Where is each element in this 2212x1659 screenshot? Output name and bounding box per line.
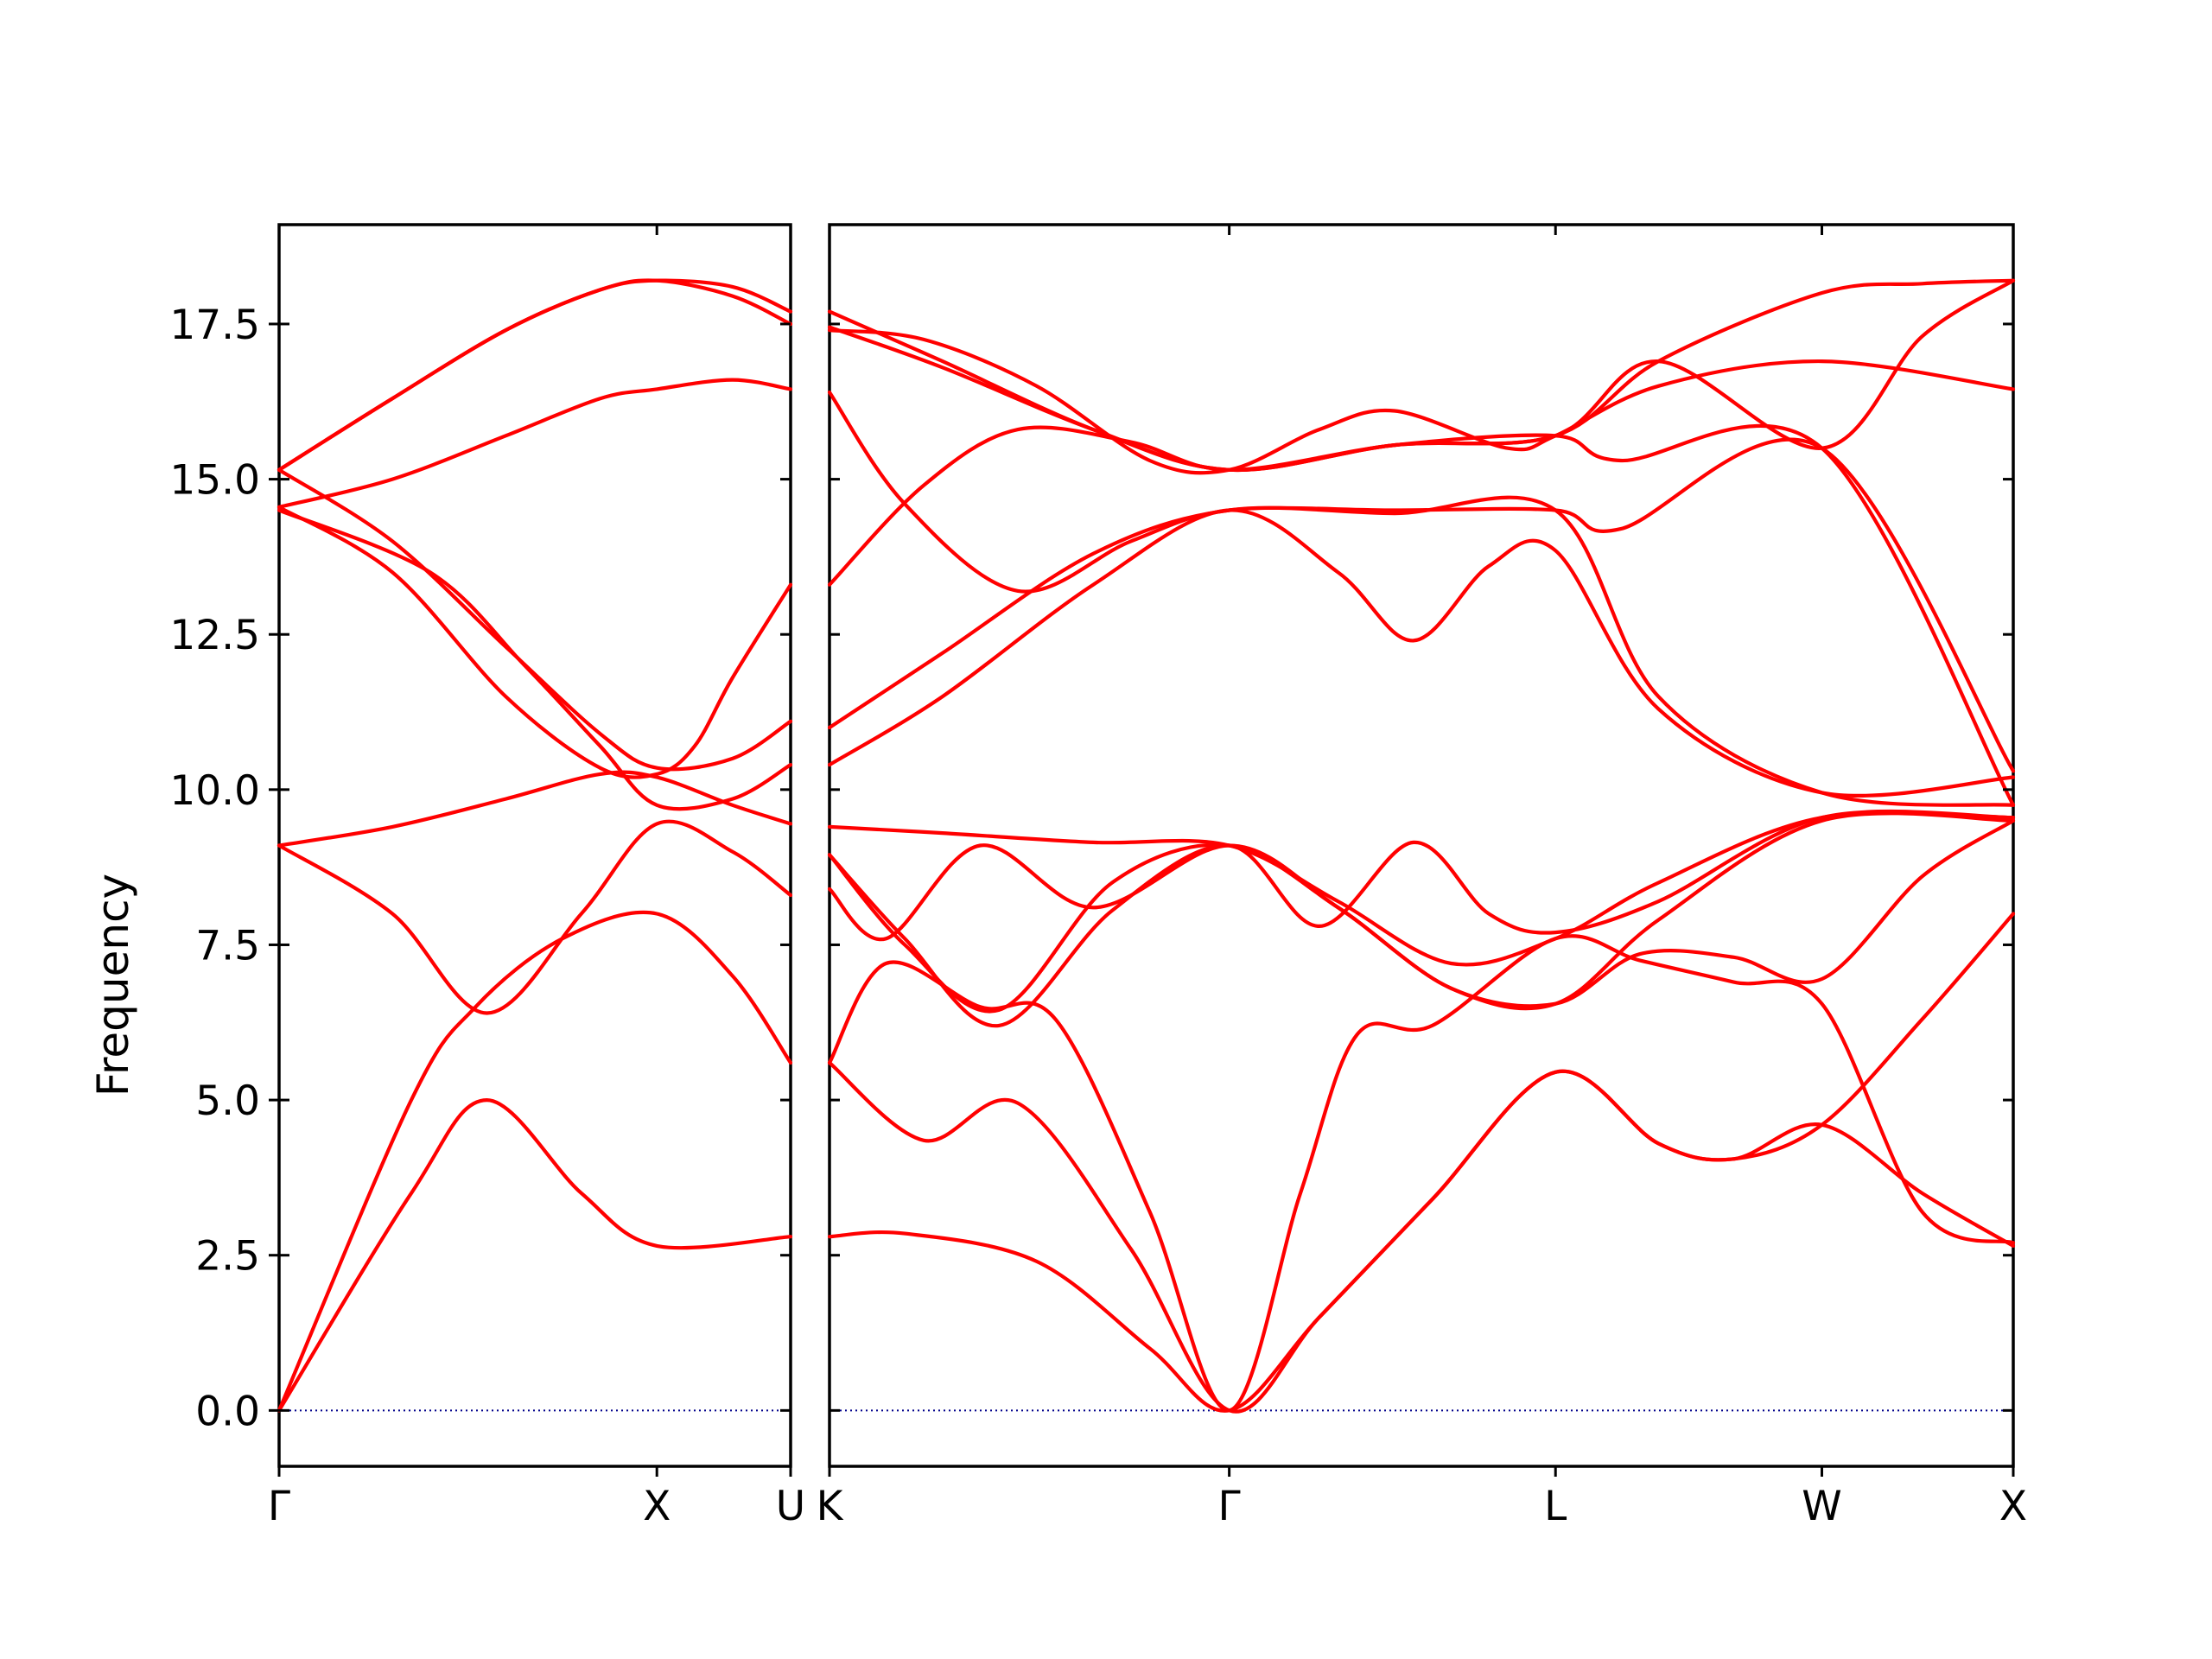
band-line — [827, 934, 2016, 1413]
band-line — [827, 278, 2016, 473]
band-line — [276, 467, 793, 772]
y-tick-label: 15.0 — [169, 457, 260, 505]
band-line — [827, 508, 2016, 798]
band-line — [276, 770, 793, 848]
y-tick-label: 12.5 — [169, 612, 260, 659]
band-line — [827, 1069, 2016, 1413]
x-tick-label: L — [1544, 1483, 1567, 1530]
band-line — [827, 811, 2016, 1011]
x-tick-label: W — [1802, 1483, 1841, 1530]
x-tick-label: Γ — [1218, 1483, 1241, 1530]
x-tick-label: U — [776, 1483, 805, 1530]
y-tick-label: 10.0 — [169, 767, 260, 815]
band-line — [276, 910, 793, 1413]
band-line — [276, 505, 793, 779]
band-line — [276, 819, 793, 1015]
band-line — [276, 1098, 793, 1413]
y-tick-label: 17.5 — [169, 302, 260, 349]
y-tick-labels: 0.0 2.5 5.0 7.5 10.0 12.5 15.0 17.5 — [169, 302, 260, 1435]
panel-frame — [828, 223, 2015, 1468]
x-tick-label: X — [1999, 1483, 2027, 1530]
x-tick-label: X — [643, 1483, 671, 1530]
y-tick-label: 5.0 — [195, 1077, 260, 1125]
band-line — [827, 810, 2016, 967]
band-line — [276, 378, 793, 509]
band-line — [827, 423, 2016, 807]
y-tick-label: 0.0 — [195, 1388, 260, 1435]
band-curves — [276, 278, 2016, 1414]
band-line — [827, 495, 2016, 807]
band-line — [276, 278, 793, 472]
axis-ticks — [269, 225, 2015, 1477]
band-line — [827, 818, 2016, 1014]
x-tick-label: Γ — [268, 1483, 290, 1530]
y-axis-label: Frequency — [88, 874, 138, 1096]
band-line — [827, 912, 2016, 1414]
band-line — [827, 809, 2016, 1028]
band-line — [276, 278, 793, 472]
x-tick-label: K — [817, 1483, 844, 1530]
y-tick-label: 7.5 — [195, 922, 260, 969]
band-line — [827, 328, 2016, 475]
band-line — [827, 390, 2016, 773]
band-line — [276, 508, 793, 811]
y-tick-label: 2.5 — [195, 1233, 260, 1281]
